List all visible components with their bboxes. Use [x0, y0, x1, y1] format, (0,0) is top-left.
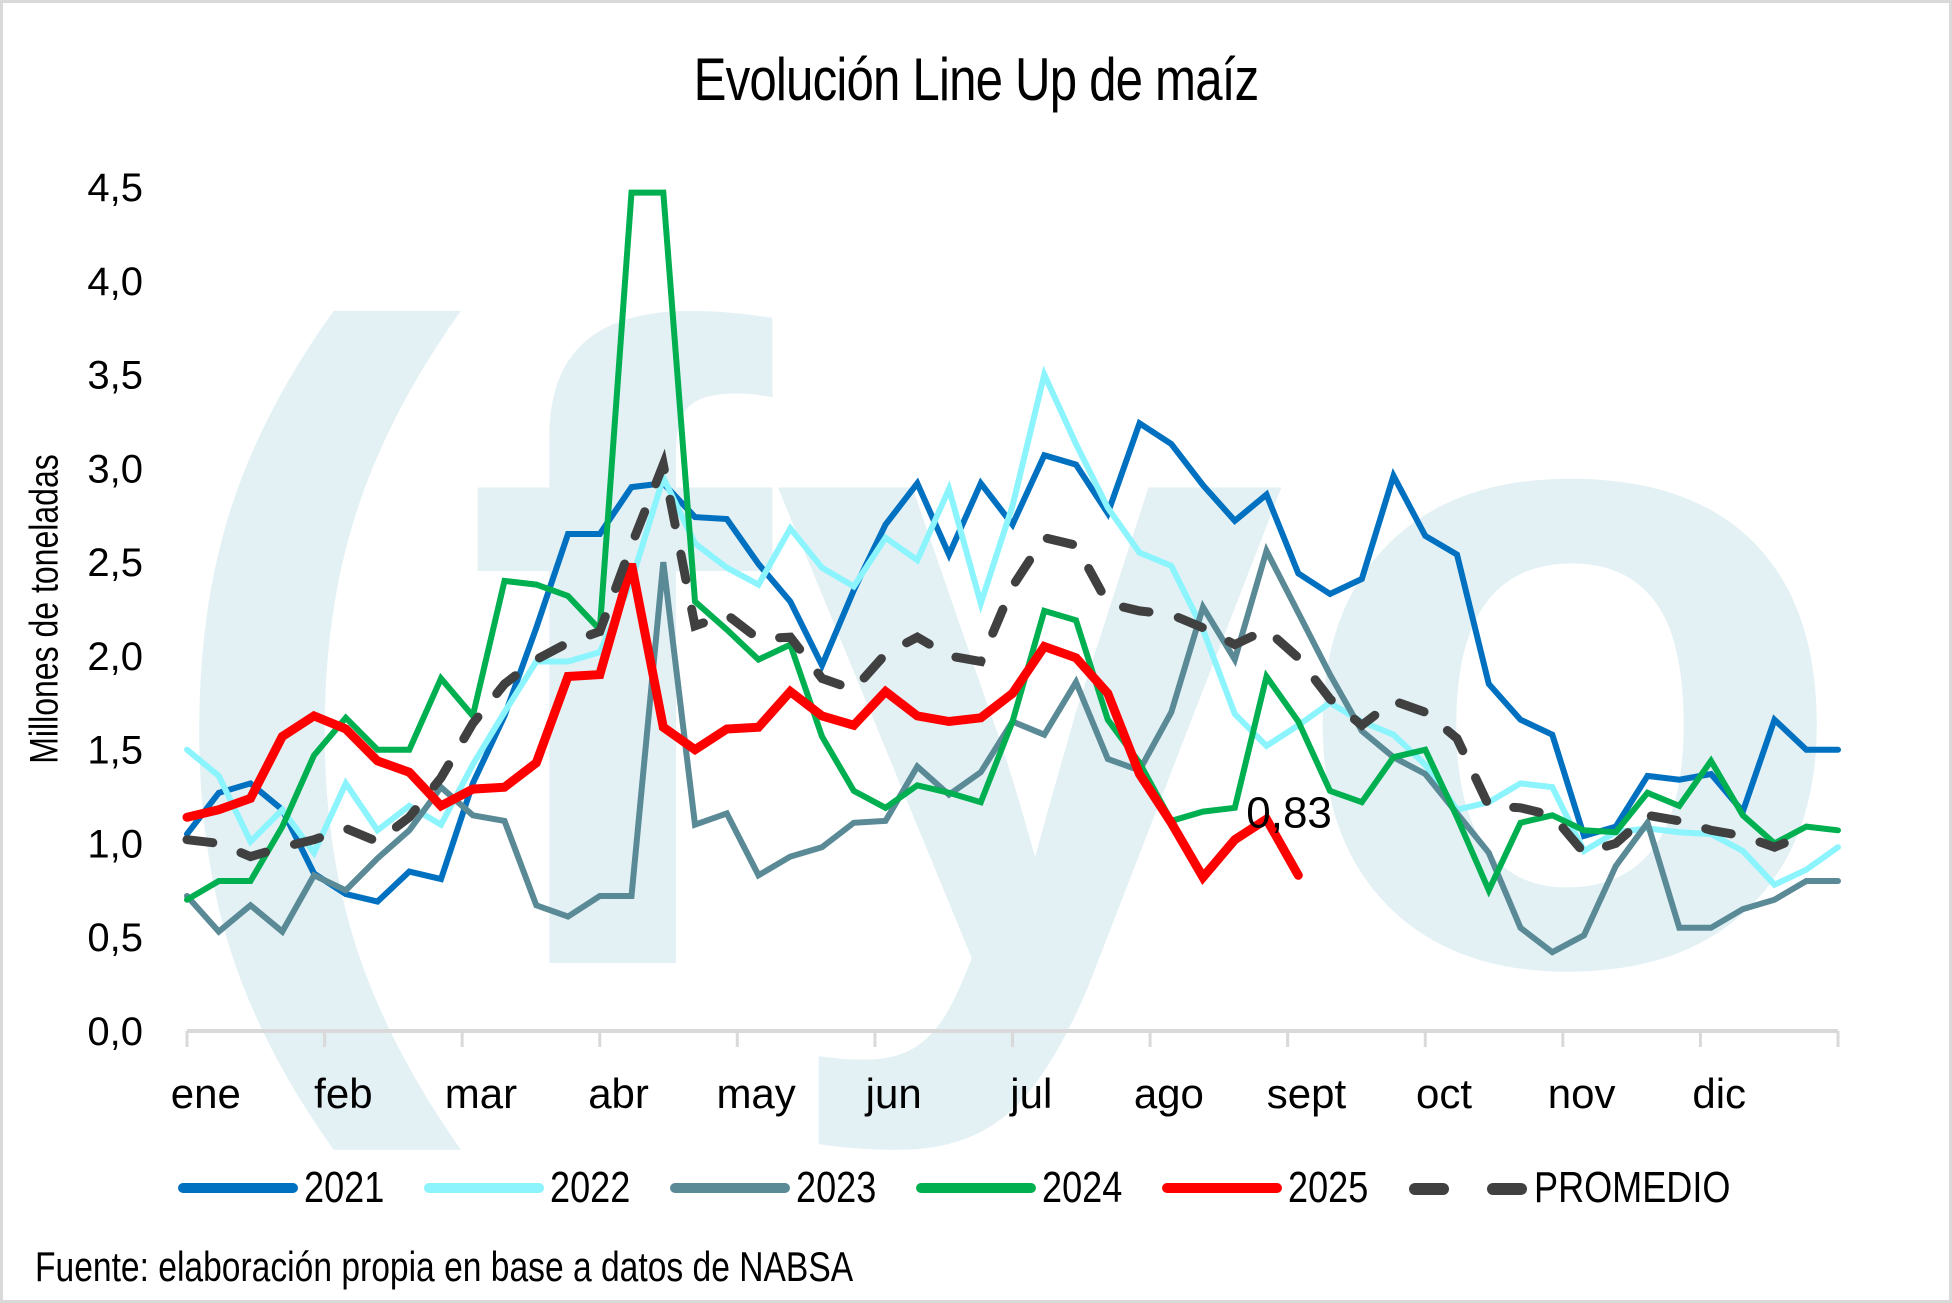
legend-item-2023: 2023: [670, 1163, 894, 1213]
legend-label: 2023: [796, 1163, 877, 1212]
series-line-promedio: [182, 448, 1811, 862]
x-tick-label: jul: [1008, 1070, 1052, 1117]
y-axis-label: Millones de toneladas: [22, 454, 67, 764]
legend-label: 2021: [304, 1163, 385, 1212]
annotations: 0,83: [1246, 788, 1332, 837]
x-tick-label: sept: [1267, 1070, 1347, 1117]
data-label: 0,83: [1246, 788, 1332, 837]
x-tick-label: feb: [314, 1070, 372, 1117]
legend: 2021 2022 2023 2024 2025 PROMEDIO: [3, 1163, 1949, 1213]
legend-item-2021: 2021: [178, 1163, 402, 1213]
watermark-text: (fyo: [153, 148, 1853, 1160]
legend-swatch: [670, 1183, 791, 1193]
y-tick-label: 4,5: [87, 166, 143, 210]
watermark-logo: (fyo: [153, 148, 1853, 1160]
y-tick-label: 3,0: [87, 447, 143, 491]
y-tick-label: 4,0: [87, 260, 143, 304]
series-line-2025: [182, 562, 1303, 885]
legend-label: PROMEDIO: [1533, 1163, 1731, 1212]
legend-item-2022: 2022: [424, 1163, 648, 1213]
x-tick-label: dic: [1692, 1070, 1746, 1117]
legend-dash: [1408, 1183, 1449, 1195]
y-tick-label: 0,0: [87, 1010, 143, 1054]
y-tick-label: 2,0: [87, 635, 143, 679]
series-line-2024: [184, 189, 1841, 903]
legend-item-2024: 2024: [916, 1163, 1140, 1213]
legend-dash: [1486, 1183, 1527, 1195]
y-tick-label: 3,5: [87, 354, 143, 398]
x-tick-label: mar: [445, 1070, 517, 1117]
x-tick-label: nov: [1548, 1070, 1616, 1117]
legend-swatch: [916, 1183, 1037, 1193]
x-tick-label: ene: [171, 1070, 241, 1117]
series-lines: [182, 189, 1841, 956]
x-tick-label: abr: [588, 1070, 649, 1117]
series-line-2022: [184, 365, 1841, 889]
legend-label: 2024: [1042, 1163, 1123, 1212]
line-chart: (fyo 0,0 0,5 1,0 1,5 2,0 2,5 3,0 3,5 4,0 4,5 ene f…: [87, 148, 1853, 1160]
legend-swatch: [1408, 1183, 1528, 1195]
source-note: Fuente: elaboración propia en base a dat…: [35, 1243, 854, 1290]
legend-swatch: [1162, 1183, 1283, 1193]
x-axis-ticks: ene feb mar abr may jun jul ago sept oct nov dic: [171, 1070, 1746, 1117]
y-axis-ticks: 0,0 0,5 1,0 1,5 2,0 2,5 3,0 3,5 4,0 4,5: [87, 166, 143, 1054]
y-tick-label: 2,5: [87, 541, 143, 585]
legend-label: 2025: [1288, 1163, 1369, 1212]
x-tick-label: may: [716, 1070, 795, 1117]
legend-item-promedio: PROMEDIO: [1408, 1163, 1774, 1213]
legend-item-2025: 2025: [1162, 1163, 1386, 1213]
x-tick-label: ago: [1134, 1070, 1204, 1117]
x-tick-label: oct: [1416, 1070, 1472, 1117]
chart-title: Evolución Line Up de maíz: [693, 46, 1260, 113]
x-axis: [185, 1029, 1840, 1047]
y-tick-label: 1,5: [87, 729, 143, 773]
y-tick-label: 0,5: [87, 916, 143, 960]
legend-swatch: [178, 1183, 299, 1193]
x-tick-label: jun: [864, 1070, 922, 1117]
y-tick-label: 1,0: [87, 822, 143, 866]
series-line-2021: [184, 418, 1841, 905]
legend-label: 2022: [550, 1163, 631, 1212]
legend-swatch: [424, 1183, 545, 1193]
